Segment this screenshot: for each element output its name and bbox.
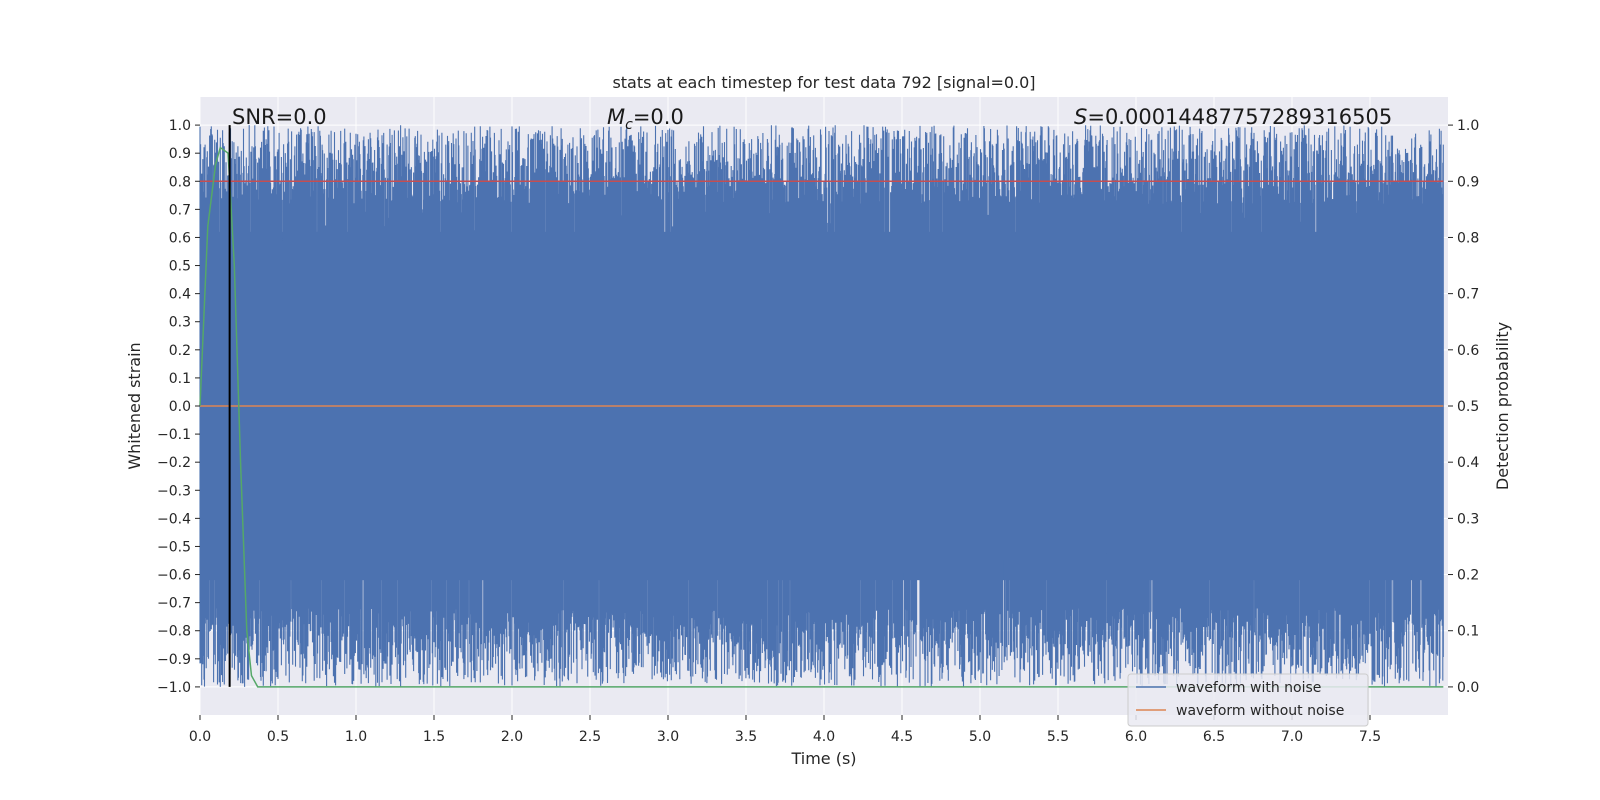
y2-tick-label: 0.5 bbox=[1457, 399, 1479, 415]
y-tick-label: −0.6 bbox=[157, 568, 191, 584]
y-tick-label: −0.2 bbox=[157, 455, 191, 471]
y-tick-label: −0.5 bbox=[157, 539, 191, 555]
chart-title: stats at each timestep for test data 792… bbox=[612, 73, 1035, 92]
x-tick-label: 3.5 bbox=[735, 729, 757, 745]
y2-tick-label: 0.4 bbox=[1457, 455, 1479, 471]
y2-tick-label: 0.3 bbox=[1457, 511, 1479, 527]
chirp-mass-value: =0.0 bbox=[633, 105, 684, 129]
y-tick-label: 0.0 bbox=[169, 399, 191, 415]
y-tick-label: 0.8 bbox=[169, 174, 191, 190]
overlay-series bbox=[199, 125, 1444, 688]
y2-tick-label: 0.2 bbox=[1457, 568, 1479, 584]
y-tick-label: −0.1 bbox=[157, 427, 191, 443]
y-tick-label: 0.3 bbox=[169, 315, 191, 331]
y-tick-label: 0.4 bbox=[169, 287, 191, 303]
s-symbol: S bbox=[1074, 105, 1087, 129]
x-tick-label: 5.0 bbox=[969, 729, 991, 745]
y-tick-label: 0.7 bbox=[169, 202, 191, 218]
y2-tick-label: 1.0 bbox=[1457, 118, 1479, 134]
y-tick-label: 0.1 bbox=[169, 371, 191, 387]
legend: waveform with noise waveform without noi… bbox=[1127, 673, 1369, 727]
y-tick-label: −0.3 bbox=[157, 483, 191, 499]
detection-probability-line bbox=[199, 146, 1444, 688]
x-tick-label: 4.5 bbox=[891, 729, 913, 745]
y-tick-label: 0.2 bbox=[169, 343, 191, 359]
chirp-mass-annotation: Mc=0.0 bbox=[607, 105, 684, 133]
y2-tick-label: 0.6 bbox=[1457, 343, 1479, 359]
x-axis-label: Time (s) bbox=[790, 749, 856, 768]
y2-tick-label: 0.1 bbox=[1457, 624, 1479, 640]
y2-tick-label: 0.0 bbox=[1457, 680, 1479, 696]
s-value: =0.00014487757289316505 bbox=[1087, 105, 1392, 129]
legend-label-clean: waveform without noise bbox=[1176, 703, 1344, 719]
y-tick-label: 1.0 bbox=[169, 118, 191, 134]
x-axis: 0.0 0.5 1.0 1.5 2.0 2.5 3.0 3.5 4.0 4.5 5.0 5.5 6.0 6… bbox=[189, 715, 1381, 745]
chirp-mass-symbol: M bbox=[607, 105, 625, 129]
y-tick-label: −0.7 bbox=[157, 596, 191, 612]
x-tick-label: 4.0 bbox=[813, 729, 835, 745]
x-tick-label: 2.5 bbox=[579, 729, 601, 745]
x-tick-label: 1.5 bbox=[423, 729, 445, 745]
y2-tick-label: 0.8 bbox=[1457, 230, 1479, 246]
x-tick-label: 3.0 bbox=[657, 729, 679, 745]
snr-annotation: SNR=0.0 bbox=[232, 105, 327, 129]
x-tick-label: 7.0 bbox=[1281, 729, 1303, 745]
y2-tick-label: 0.9 bbox=[1457, 174, 1479, 190]
x-tick-label: 6.5 bbox=[1203, 729, 1225, 745]
y-axis-left: 1.0 0.9 0.8 0.7 0.6 0.5 0.4 0.3 0.2 0.1 0.0 −0.1 −0.… bbox=[157, 118, 200, 696]
x-tick-label: 5.5 bbox=[1047, 729, 1069, 745]
x-tick-label: 2.0 bbox=[501, 729, 523, 745]
y-axis-right: 1.0 0.9 0.8 0.7 0.6 0.5 0.4 0.3 0.2 0.1 0.0 bbox=[1448, 118, 1479, 696]
y-tick-label: −0.9 bbox=[157, 652, 191, 668]
x-tick-label: 0.5 bbox=[267, 729, 289, 745]
y-axis-label: Whitened strain bbox=[125, 342, 144, 469]
x-tick-label: 7.5 bbox=[1359, 729, 1381, 745]
legend-label-noise: waveform with noise bbox=[1176, 680, 1321, 696]
x-tick-label: 6.0 bbox=[1125, 729, 1147, 745]
y-tick-label: 0.5 bbox=[169, 259, 191, 275]
y-tick-label: 0.9 bbox=[169, 146, 191, 162]
chirp-mass-subscript: c bbox=[625, 117, 633, 133]
y-tick-label: −1.0 bbox=[157, 680, 191, 696]
y-tick-label: −0.8 bbox=[157, 624, 191, 640]
y2-tick-label: 0.7 bbox=[1457, 287, 1479, 303]
y2-axis-label: Detection probability bbox=[1493, 322, 1512, 490]
s-annotation: S=0.00014487757289316505 bbox=[1074, 105, 1392, 129]
x-tick-label: 0.0 bbox=[189, 729, 211, 745]
y-tick-label: 0.6 bbox=[169, 230, 191, 246]
legend-box bbox=[1127, 673, 1369, 727]
x-tick-label: 1.0 bbox=[345, 729, 367, 745]
y-tick-label: −0.4 bbox=[157, 511, 191, 527]
